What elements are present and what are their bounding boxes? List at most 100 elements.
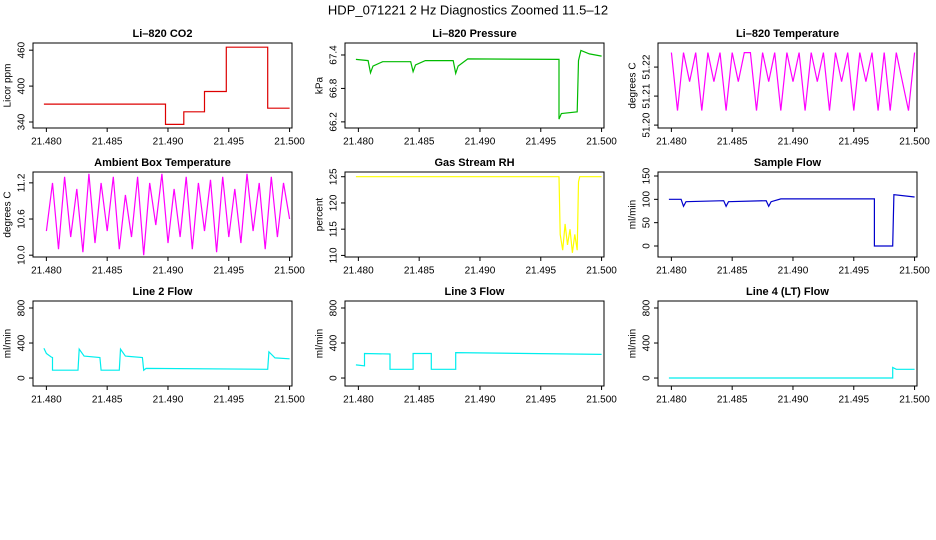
x-tick-label: 21.485 [717, 266, 748, 277]
x-tick-label: 21.500 [899, 137, 930, 148]
figure-title: HDP_071221 2 Hz Diagnostics Zoomed 11.5–… [328, 2, 608, 17]
x-tick-label: 21.480 [343, 395, 374, 406]
data-line [45, 173, 291, 256]
x-tick-label: 21.500 [899, 395, 930, 406]
x-tick-label: 21.490 [465, 266, 496, 277]
y-tick-label: 10.6 [17, 209, 28, 229]
x-tick-label: 21.480 [31, 395, 62, 406]
x-tick-label: 21.485 [92, 266, 123, 277]
x-tick-label: 21.480 [31, 266, 62, 277]
y-tick-label: 66.2 [329, 112, 340, 132]
y-axis-label: percent [315, 198, 326, 232]
y-tick-label: 400 [17, 334, 28, 351]
y-tick-label: 800 [329, 299, 340, 316]
data-line [355, 49, 602, 120]
x-tick-label: 21.490 [778, 395, 809, 406]
x-tick-label: 21.490 [778, 137, 809, 148]
x-tick-label: 21.500 [274, 395, 305, 406]
y-axis-label: kPa [315, 76, 326, 94]
x-tick-label: 21.495 [525, 137, 556, 148]
panel-title: Li–820 Pressure [432, 28, 516, 40]
y-tick-label: 10.0 [17, 245, 28, 265]
plot-box [32, 42, 293, 129]
panel-title: Line 4 (LT) Flow [746, 286, 829, 298]
y-tick-label: 51.20 [642, 112, 653, 137]
x-tick-label: 21.490 [465, 395, 496, 406]
x-tick-label: 21.500 [586, 137, 617, 148]
x-tick-label: 21.500 [899, 266, 930, 277]
y-axis-label: Licor ppm [3, 64, 14, 108]
x-tick-label: 21.495 [213, 266, 244, 277]
y-tick-label: 120 [329, 194, 340, 211]
y-tick-label: 460 [17, 41, 28, 58]
panel-title: Gas Stream RH [434, 157, 514, 169]
panel-title: Li–820 Temperature [736, 28, 839, 40]
x-tick-label: 21.495 [213, 137, 244, 148]
y-tick-label: 150 [642, 167, 653, 184]
y-tick-label: 66.8 [329, 78, 340, 98]
plot-box [344, 42, 605, 129]
x-tick-label: 21.495 [838, 266, 869, 277]
x-tick-label: 21.495 [213, 395, 244, 406]
x-tick-label: 21.485 [717, 395, 748, 406]
data-line [43, 46, 290, 126]
data-line [43, 347, 290, 372]
x-tick-label: 21.480 [343, 137, 374, 148]
y-axis-label: ml/min [315, 329, 326, 358]
data-line [670, 51, 916, 111]
x-tick-label: 21.485 [717, 137, 748, 148]
y-tick-label: 400 [642, 334, 653, 351]
plot-box [32, 171, 293, 258]
y-axis-label: ml/min [3, 329, 14, 358]
x-tick-label: 21.485 [92, 395, 123, 406]
panel-title: Li–820 CO2 [133, 28, 193, 40]
y-tick-label: 50 [642, 217, 653, 229]
y-tick-label: 800 [642, 299, 653, 316]
x-tick-label: 21.500 [586, 395, 617, 406]
plot-box [344, 300, 605, 387]
data-line [355, 176, 602, 253]
x-tick-label: 21.500 [586, 266, 617, 277]
y-axis-label: degrees C [3, 191, 14, 237]
y-axis-label: ml/min [628, 200, 639, 229]
y-tick-label: 11.2 [17, 173, 28, 192]
plot-box [344, 171, 605, 258]
plot-box [32, 300, 293, 387]
plot-box [657, 171, 918, 258]
y-tick-label: 0 [329, 375, 340, 381]
y-axis-label: degrees C [628, 62, 639, 108]
x-tick-label: 21.490 [153, 266, 184, 277]
x-tick-label: 21.480 [31, 137, 62, 148]
x-tick-label: 21.480 [656, 137, 687, 148]
y-tick-label: 51.22 [642, 54, 653, 79]
y-tick-label: 110 [329, 247, 340, 263]
y-tick-label: 340 [17, 113, 28, 130]
x-tick-label: 21.485 [92, 137, 123, 148]
x-tick-label: 21.480 [343, 266, 374, 277]
y-tick-label: 400 [329, 334, 340, 351]
y-tick-label: 100 [642, 191, 653, 208]
x-tick-label: 21.490 [778, 266, 809, 277]
panel-title: Ambient Box Temperature [94, 157, 231, 169]
x-tick-label: 21.495 [838, 137, 869, 148]
panel-title: Line 2 Flow [133, 286, 193, 298]
y-tick-label: 51.21 [642, 83, 653, 108]
data-line [668, 366, 915, 379]
panel-title: Sample Flow [754, 157, 822, 169]
x-tick-label: 21.490 [153, 395, 184, 406]
x-tick-label: 21.485 [404, 395, 435, 406]
y-tick-label: 67.4 [329, 45, 340, 65]
x-tick-label: 21.500 [274, 266, 305, 277]
plot-box [657, 42, 918, 129]
x-tick-label: 21.495 [525, 395, 556, 406]
y-axis-label: ml/min [628, 329, 639, 358]
x-tick-label: 21.500 [274, 137, 305, 148]
y-tick-label: 115 [329, 221, 340, 237]
panel-title: Line 3 Flow [445, 286, 505, 298]
x-tick-label: 21.490 [465, 137, 496, 148]
x-tick-label: 21.480 [656, 395, 687, 406]
y-tick-label: 125 [329, 168, 340, 185]
x-tick-label: 21.485 [404, 266, 435, 277]
x-tick-label: 21.480 [656, 266, 687, 277]
